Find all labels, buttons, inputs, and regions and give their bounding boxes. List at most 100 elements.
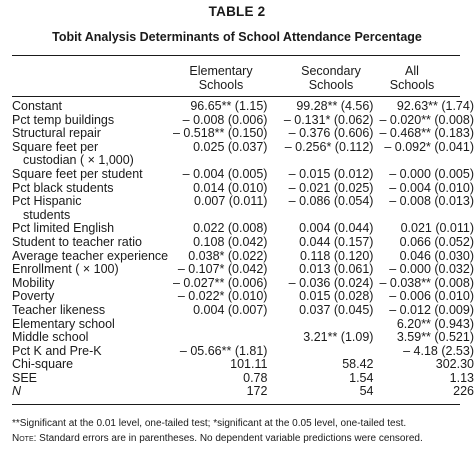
- row-label-text: custodian ( × 1,000): [23, 153, 134, 168]
- cell-elementary: 96.65** (1.15): [190, 99, 268, 113]
- cell-all: 6.20** (0.943): [396, 316, 474, 331]
- significance-footnote: **Significant at the 0.01 level, one-tai…: [12, 418, 407, 429]
- cell-elementary: 0.108 (0.042): [193, 234, 268, 249]
- cell-secondary: 0.015 (0.028): [299, 289, 374, 304]
- cell-all: – 0.008 (0.013): [389, 194, 474, 209]
- cell-elementary: – 0.008 (0.006): [182, 112, 268, 127]
- row-label-text: Pct Hispanic: [12, 194, 82, 209]
- cell-elementary: – 0.022* (0.010): [177, 289, 268, 304]
- cell-elementary: 0.78: [243, 370, 268, 385]
- table-row: Square feet per student – 0.004 (0.005) – …: [12, 166, 474, 182]
- cell-elementary: – 05.66** (1.81): [179, 343, 268, 358]
- row-label: Square feet per student: [12, 166, 168, 182]
- cell-secondary: 3.21** (1.09): [303, 330, 374, 345]
- cell-elementary: – 0.027** (0.006): [172, 275, 268, 290]
- cell-all: 0.046 (0.030): [399, 248, 474, 263]
- cell-secondary: 54: [359, 384, 374, 399]
- row-label-text: Square feet per: [12, 139, 99, 154]
- table-note: Note: Standard errors are in parentheses…: [12, 431, 464, 446]
- cell-secondary: 1.54: [349, 370, 374, 385]
- row-label: Pct black students: [12, 180, 168, 196]
- row-label-text: N: [12, 384, 22, 399]
- table-row: students: [12, 208, 474, 223]
- row-label: SEE: [12, 371, 168, 386]
- row-label: N: [12, 385, 168, 399]
- row-label-text: Teacher likeness: [12, 302, 106, 317]
- table-row: Constant 96.65** (1.15) 99.28** (4.56) 92.6…: [12, 99, 474, 114]
- table-row: Pct K and Pre-K – 05.66** (1.81) – 4.18 (2…: [12, 343, 474, 359]
- header-rule: [12, 96, 460, 97]
- cell-all: – 0.006 (0.010): [389, 289, 474, 304]
- row-label: custodian ( × 1,000): [12, 154, 168, 168]
- row-label: Student to teacher ratio: [12, 234, 168, 250]
- column-header-elementary: Elementary Schools: [189, 64, 253, 92]
- cell-all: [379, 209, 474, 223]
- cell-all: 92.63** (1.74): [396, 99, 474, 113]
- table-row: Pct Hispanic 0.007 (0.011) – 0.086 (0.054)…: [12, 194, 474, 209]
- cell-all: – 0.038** (0.008): [379, 275, 474, 290]
- row-label: Poverty: [12, 290, 168, 304]
- cell-secondary: 0.013 (0.061): [299, 262, 374, 277]
- table-row: Square feet per 0.025 (0.037) – 0.256* (0.…: [12, 139, 474, 155]
- row-label-text: Constant: [12, 99, 63, 113]
- cell-all: – 0.012 (0.009): [389, 302, 474, 317]
- row-label: Average teacher experience: [12, 248, 169, 264]
- table-row: Poverty – 0.022* (0.010) 0.015 (0.028) – 0.…: [12, 290, 474, 304]
- cell-all: – 4.18 (2.53): [403, 343, 474, 358]
- row-label: Chi-square: [12, 357, 168, 372]
- row-label: Middle school: [12, 330, 168, 345]
- column-header-all: All Schools: [389, 64, 435, 92]
- cell-all: 0.066 (0.052): [399, 234, 474, 249]
- cell-secondary: – 0.131* (0.062): [283, 112, 374, 127]
- table-row: Average teacher experience 0.038* (0.022)…: [12, 248, 474, 264]
- cell-elementary: – 0.004 (0.005): [182, 166, 268, 181]
- cell-all: – 0.004 (0.010): [389, 180, 474, 195]
- cell-secondary: 0.037 (0.045): [299, 302, 374, 317]
- table-row: Pct temp buildings – 0.008 (0.006) – 0.131…: [12, 112, 474, 128]
- cell-all: – 0.092* (0.041): [384, 139, 474, 154]
- cell-secondary: [277, 318, 379, 332]
- table-row: Pct limited English 0.022 (0.008) 0.004 (0…: [12, 222, 474, 236]
- table-row: Mobility – 0.027** (0.006) – 0.036 (0.024)…: [12, 275, 474, 291]
- table-row: SEE 0.78 1.54 1.13: [12, 370, 474, 386]
- cell-secondary: – 0.376 (0.606): [288, 126, 374, 141]
- row-label-text: Pct temp buildings: [12, 112, 115, 127]
- table-row: Enrollment ( × 100) – 0.107* (0.042) 0.013…: [12, 262, 474, 277]
- cell-all: – 0.000 (0.005): [389, 166, 474, 181]
- cell-all: 226: [453, 384, 474, 399]
- table-caption: Tobit Analysis Determinants of School At…: [52, 30, 422, 44]
- note-label: Note:: [12, 433, 37, 444]
- row-label-text: Student to teacher ratio: [12, 234, 142, 249]
- cell-secondary: [277, 154, 379, 168]
- column-header-secondary: Secondary Schools: [301, 64, 361, 92]
- table-row: Middle school 3.21** (1.09) 3.59** (0.521): [12, 330, 474, 345]
- cell-secondary: 58.42: [342, 357, 374, 372]
- cell-secondary: 0.044 (0.157): [299, 234, 374, 249]
- row-label: Pct K and Pre-K: [12, 344, 168, 359]
- row-label-text: Chi-square: [12, 357, 74, 372]
- row-label-text: Enrollment ( × 100): [12, 262, 119, 277]
- cell-secondary: 0.118 (0.120): [300, 248, 374, 263]
- cell-secondary: – 0.015 (0.012): [288, 166, 374, 181]
- cell-elementary: 0.025 (0.037): [193, 139, 268, 154]
- row-label-text: Pct black students: [12, 180, 114, 195]
- row-label: Constant: [12, 99, 168, 114]
- cell-elementary: [168, 154, 277, 168]
- top-rule: [12, 55, 460, 57]
- cell-elementary: [168, 331, 277, 345]
- row-label-text: Pct limited English: [12, 221, 115, 236]
- cell-elementary: [168, 318, 277, 332]
- row-label: Enrollment ( × 100): [12, 262, 168, 277]
- row-label-text: Structural repair: [12, 126, 101, 141]
- cell-elementary: 0.014 (0.010): [193, 180, 268, 195]
- cell-secondary: – 0.086 (0.054): [288, 194, 374, 209]
- row-label-text: Square feet per student: [12, 166, 143, 181]
- table-row: N 172 54 226: [12, 385, 474, 399]
- row-label: Square feet per: [12, 139, 168, 155]
- cell-secondary: [277, 345, 379, 359]
- cell-all: [379, 154, 474, 168]
- row-label-text: Average teacher experience: [12, 248, 169, 263]
- row-label: Elementary school: [12, 317, 168, 332]
- cell-elementary: 0.038* (0.022): [188, 248, 268, 263]
